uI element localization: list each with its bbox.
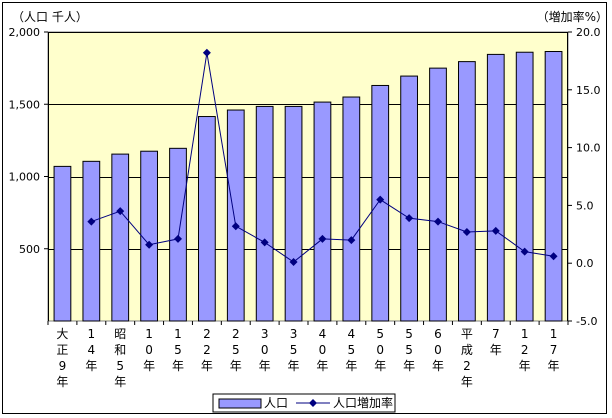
legend-line-marker xyxy=(309,399,317,407)
right-tick-label: 15.0 xyxy=(576,84,601,97)
right-axis-label: （増加率%） xyxy=(537,9,608,24)
x-axis-ticks: 大正 9 年 1 4 年 昭和 5 年 1 0 年 1 5 年 2 2 年 2 5 年 3 0 年 3 5 年 4 0 年 4 5 年 5 0 年 5 5… xyxy=(47,321,569,389)
gridlines xyxy=(48,32,568,250)
x-tick-label: 平成 2 年 xyxy=(461,327,473,389)
growth-rate-point xyxy=(145,240,154,249)
growth-rate-point xyxy=(260,238,269,247)
population-bar xyxy=(226,109,245,322)
legend-bar-label: 人口 xyxy=(264,396,288,410)
right-tick-label: 20.0 xyxy=(576,26,601,39)
growth-rate-point xyxy=(318,234,327,243)
x-tick-label: 昭和 5 年 xyxy=(114,327,126,389)
growth-rate-point xyxy=(462,227,471,236)
growth-rate-point xyxy=(520,247,529,256)
population-bar xyxy=(82,160,101,322)
growth-rate-point xyxy=(231,222,240,231)
left-tick-label: 500 xyxy=(19,243,40,256)
right-axis-ticks: -5.0 0.0 5.0 10.0 15.0 20.0 xyxy=(567,26,601,328)
right-tick-label: 10.0 xyxy=(576,142,601,155)
population-bar xyxy=(342,96,361,322)
growth-rate-point xyxy=(549,252,558,261)
growth-rate-line xyxy=(87,48,558,267)
population-bar xyxy=(255,105,274,322)
population-bars xyxy=(53,51,563,322)
growth-rate-point xyxy=(174,234,182,243)
population-bar xyxy=(313,101,332,322)
growth-rate-point xyxy=(87,217,96,226)
population-bar xyxy=(111,153,130,322)
population-bar xyxy=(198,116,216,322)
population-bar xyxy=(486,53,505,322)
growth-rate-point xyxy=(376,195,385,204)
population-bar xyxy=(429,67,447,322)
population-bar xyxy=(458,61,476,322)
right-tick-label: 5.0 xyxy=(576,199,594,212)
left-axis-ticks: 500 1,000 1,500 2,000 xyxy=(9,26,49,321)
left-tick-label: 1,000 xyxy=(9,171,41,184)
x-tick-label: 大正 9 年 xyxy=(56,327,68,389)
growth-rate-point xyxy=(116,207,125,216)
population-bar xyxy=(284,105,303,322)
growth-rate-point xyxy=(347,236,356,245)
left-axis-label: （人口 千人） xyxy=(12,10,88,24)
population-bar xyxy=(140,150,158,322)
left-tick-label: 2,000 xyxy=(9,26,41,39)
legend-line-label: 人口増加率 xyxy=(333,395,393,410)
population-bar xyxy=(400,75,418,322)
left-tick-label: 1,500 xyxy=(9,98,41,111)
growth-rate-point xyxy=(289,258,298,267)
population-bar xyxy=(515,51,534,322)
population-bar xyxy=(544,51,563,322)
plot-area xyxy=(47,31,569,322)
right-tick-label: -5.0 xyxy=(576,315,597,328)
growth-rate-point xyxy=(434,217,442,226)
growth-rate-point xyxy=(405,214,414,223)
growth-rate-point xyxy=(491,226,500,235)
legend-bar-swatch xyxy=(218,398,262,409)
population-bar xyxy=(53,165,72,322)
right-tick-label: 0.0 xyxy=(576,257,594,270)
legend: 人口 人口増加率 xyxy=(212,393,396,413)
growth-rate-point xyxy=(202,48,211,57)
population-bar xyxy=(169,147,187,322)
